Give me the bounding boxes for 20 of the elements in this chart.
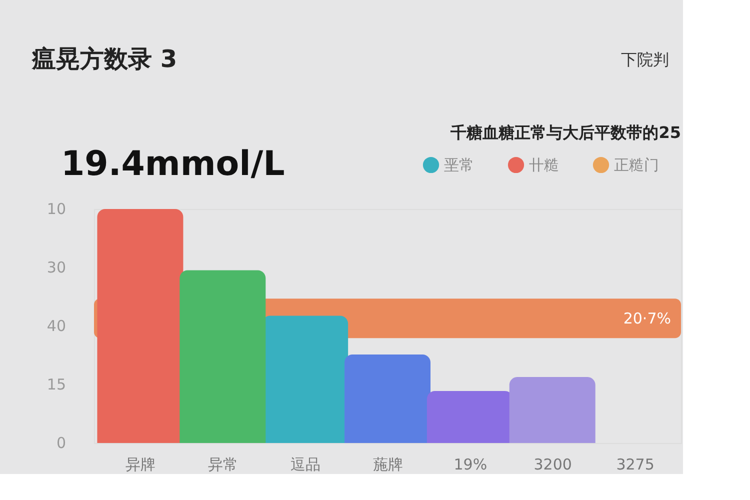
x-tick-label: 3275: [616, 456, 654, 474]
band-label: 20·7%: [623, 309, 671, 328]
chart-subtitle: 19.4mmol/L: [61, 144, 285, 184]
x-tick-label: 异牌: [126, 456, 156, 474]
text: 30: [46, 258, 66, 276]
x-tick-label: 葹牌: [373, 456, 403, 474]
text: 40: [46, 317, 66, 335]
legend-label: 卄糙: [529, 156, 559, 174]
legend-title: 千糖血糖正常与大后平数带的25: [450, 123, 681, 142]
legend-label: 正糙门: [614, 156, 659, 174]
text: 15: [46, 376, 66, 394]
legend-label: 垩常: [444, 156, 474, 174]
x-tick-label: 19%: [454, 456, 488, 474]
text: 下院判: [621, 50, 669, 69]
text: 10: [46, 200, 66, 218]
text: 0: [56, 434, 66, 452]
x-tick-label: 异常: [208, 456, 238, 474]
chart-title: 瘟晃方数录 3: [31, 45, 178, 73]
x-tick-label: 逗品: [290, 456, 321, 474]
x-tick-label: 3200: [534, 456, 572, 474]
